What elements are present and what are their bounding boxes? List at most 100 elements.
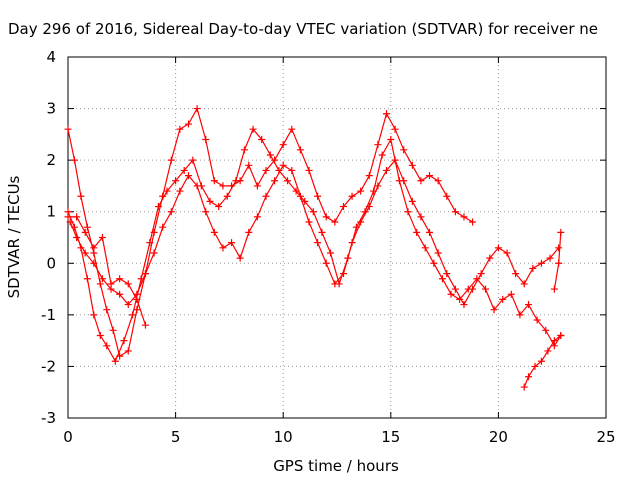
data-point bbox=[109, 326, 117, 334]
data-point bbox=[103, 306, 111, 314]
data-point bbox=[141, 321, 149, 329]
y-tick-label: -2 bbox=[41, 357, 56, 375]
data-point bbox=[245, 161, 253, 169]
data-point bbox=[516, 311, 524, 319]
data-point bbox=[150, 249, 158, 257]
x-tick-label: 20 bbox=[489, 428, 508, 446]
data-point bbox=[499, 295, 507, 303]
data-point bbox=[189, 156, 197, 164]
y-tick-label: 2 bbox=[46, 151, 56, 169]
data-point bbox=[193, 105, 201, 113]
data-point bbox=[533, 316, 541, 324]
y-axis-title: SDTVAR / TECUs bbox=[5, 175, 23, 298]
series-trace bbox=[67, 107, 473, 358]
y-tick-label: -3 bbox=[41, 409, 56, 427]
data-point bbox=[296, 192, 304, 200]
data-point bbox=[374, 141, 382, 149]
data-point bbox=[477, 270, 485, 278]
data-point bbox=[163, 187, 171, 195]
data-point bbox=[124, 301, 132, 309]
data-point bbox=[146, 239, 154, 247]
data-point bbox=[219, 244, 227, 252]
series-trace bbox=[553, 232, 562, 290]
data-point bbox=[98, 234, 106, 241]
data-point bbox=[348, 239, 356, 247]
data-point bbox=[111, 357, 119, 365]
data-point bbox=[529, 264, 537, 272]
data-point bbox=[391, 156, 399, 164]
data-point bbox=[64, 125, 72, 133]
data-point bbox=[305, 166, 313, 174]
grid bbox=[68, 57, 606, 418]
data-point bbox=[537, 259, 545, 267]
data-point bbox=[481, 285, 489, 293]
data-point bbox=[236, 254, 244, 262]
data-point bbox=[451, 285, 459, 293]
plot-frame bbox=[67, 56, 607, 419]
data-point bbox=[537, 357, 545, 365]
data-point bbox=[314, 192, 322, 200]
data-point bbox=[520, 280, 528, 288]
data-point bbox=[434, 249, 442, 257]
data-point bbox=[555, 259, 563, 267]
data-point bbox=[546, 254, 554, 262]
data-point bbox=[172, 177, 180, 185]
data-point bbox=[284, 177, 292, 185]
data-point bbox=[494, 244, 502, 252]
data-point bbox=[557, 228, 565, 236]
data-point bbox=[490, 306, 498, 314]
data-point bbox=[426, 228, 434, 236]
data-point bbox=[73, 213, 81, 221]
x-tick-label: 15 bbox=[381, 428, 400, 446]
data-point bbox=[486, 254, 494, 262]
series-4 bbox=[64, 213, 149, 329]
data-point bbox=[443, 192, 451, 200]
data-point bbox=[271, 177, 279, 185]
series-5 bbox=[520, 331, 565, 391]
data-point bbox=[245, 228, 253, 236]
data-point bbox=[542, 326, 550, 334]
y-tick-label: 1 bbox=[46, 203, 56, 221]
data-point bbox=[66, 218, 74, 226]
data-point bbox=[141, 270, 149, 278]
data-point bbox=[81, 228, 89, 236]
data-point bbox=[348, 192, 356, 200]
data-point bbox=[228, 239, 236, 247]
data-point bbox=[81, 249, 89, 257]
data-point bbox=[417, 213, 425, 221]
data-point bbox=[202, 136, 210, 144]
data-point bbox=[327, 249, 335, 257]
x-tick-label: 10 bbox=[274, 428, 293, 446]
data-point bbox=[550, 337, 558, 345]
data-point bbox=[133, 295, 141, 303]
data-point bbox=[400, 146, 408, 154]
data-point bbox=[210, 177, 218, 185]
data-point bbox=[253, 213, 261, 221]
data-point bbox=[322, 213, 330, 221]
data-point bbox=[318, 228, 326, 236]
data-point bbox=[90, 259, 98, 267]
data-point bbox=[120, 337, 128, 345]
y-tick-label: 3 bbox=[46, 100, 56, 118]
data-point bbox=[64, 213, 72, 221]
series-2 bbox=[64, 125, 565, 365]
data-point bbox=[193, 182, 201, 190]
data-point bbox=[469, 285, 477, 293]
data-point bbox=[70, 156, 78, 164]
x-tick-label: 25 bbox=[596, 428, 615, 446]
data-point bbox=[279, 141, 287, 149]
data-point bbox=[210, 228, 218, 236]
data-point bbox=[331, 218, 339, 226]
data-point bbox=[253, 182, 261, 190]
data-point bbox=[507, 290, 515, 298]
data-point bbox=[460, 213, 468, 221]
data-point bbox=[176, 187, 184, 195]
data-point bbox=[531, 362, 539, 370]
data-point bbox=[185, 172, 193, 180]
data-point bbox=[232, 177, 240, 185]
data-point bbox=[400, 177, 408, 185]
data-point bbox=[391, 125, 399, 133]
data-series bbox=[64, 105, 565, 391]
data-point bbox=[124, 347, 132, 355]
